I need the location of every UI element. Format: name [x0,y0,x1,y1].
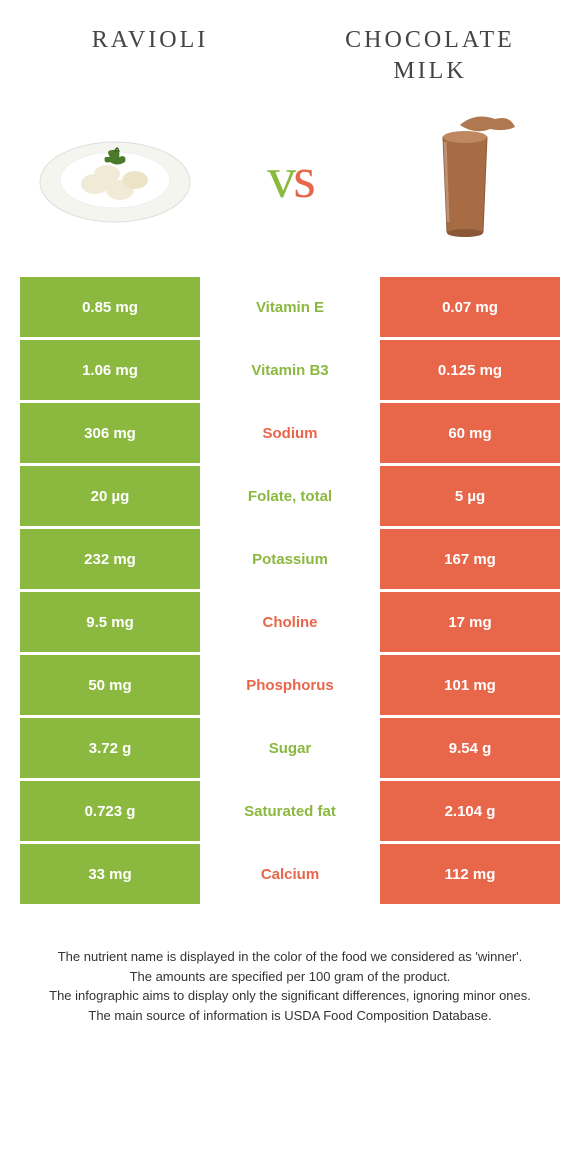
nutrient-label: Vitamin E [200,277,380,337]
table-row: 50 mgPhosphorus101 mg [20,655,560,715]
left-value: 1.06 mg [20,340,200,400]
footer-line: The amounts are specified per 100 gram o… [30,967,550,987]
right-value: 9.54 g [380,718,560,778]
left-value: 20 µg [20,466,200,526]
right-value: 5 µg [380,466,560,526]
header: Ravioli Chocolate milk [0,0,580,97]
nutrient-label: Saturated fat [200,781,380,841]
left-food-title: Ravioli [50,25,250,56]
nutrient-label: Phosphorus [200,655,380,715]
right-value: 2.104 g [380,781,560,841]
right-value: 17 mg [380,592,560,652]
footer-line: The nutrient name is displayed in the co… [30,947,550,967]
table-row: 33 mgCalcium112 mg [20,844,560,904]
left-value: 9.5 mg [20,592,200,652]
right-value: 0.07 mg [380,277,560,337]
footer-line: The infographic aims to display only the… [30,986,550,1006]
table-row: 0.85 mgVitamin E0.07 mg [20,277,560,337]
left-value: 3.72 g [20,718,200,778]
right-value: 60 mg [380,403,560,463]
nutrient-label: Sodium [200,403,380,463]
nutrient-table: 0.85 mgVitamin E0.07 mg1.06 mgVitamin B3… [20,277,560,904]
left-value: 0.85 mg [20,277,200,337]
left-value: 306 mg [20,403,200,463]
vs-row: vs [0,97,580,277]
table-row: 1.06 mgVitamin B30.125 mg [20,340,560,400]
nutrient-label: Sugar [200,718,380,778]
table-row: 20 µgFolate, total5 µg [20,466,560,526]
right-value: 101 mg [380,655,560,715]
right-value: 112 mg [380,844,560,904]
nutrient-label: Choline [200,592,380,652]
left-value: 33 mg [20,844,200,904]
chocolate-milk-image [380,107,550,247]
table-row: 232 mgPotassium167 mg [20,529,560,589]
table-row: 0.723 gSaturated fat2.104 g [20,781,560,841]
plate-icon [35,122,195,232]
table-row: 9.5 mgCholine17 mg [20,592,560,652]
ravioli-image [30,107,200,247]
right-food-title: Chocolate milk [330,25,530,87]
footer-line: The main source of information is USDA F… [30,1006,550,1026]
nutrient-label: Potassium [200,529,380,589]
vs-v: v [267,145,293,210]
vs-label: vs [267,144,313,211]
left-value: 0.723 g [20,781,200,841]
right-value: 0.125 mg [380,340,560,400]
left-value: 50 mg [20,655,200,715]
left-value: 232 mg [20,529,200,589]
nutrient-label: Folate, total [200,466,380,526]
nutrient-label: Calcium [200,844,380,904]
vs-s: s [293,145,313,210]
glass-icon [405,107,525,247]
footer-notes: The nutrient name is displayed in the co… [0,907,580,1025]
table-row: 306 mgSodium60 mg [20,403,560,463]
table-row: 3.72 gSugar9.54 g [20,718,560,778]
right-value: 167 mg [380,529,560,589]
nutrient-label: Vitamin B3 [200,340,380,400]
